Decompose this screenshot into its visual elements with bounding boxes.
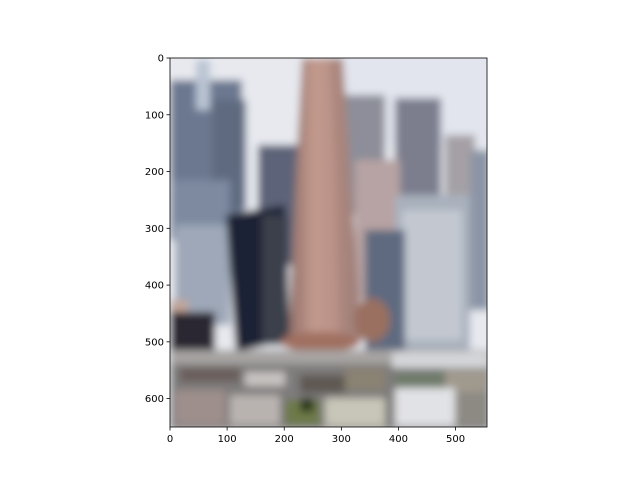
- photo-image: [170, 58, 487, 427]
- y-tick-label: 500: [145, 337, 164, 348]
- x-tick-label: 400: [389, 434, 408, 445]
- x-tick-label: 300: [332, 434, 351, 445]
- y-tick-label: 200: [145, 167, 164, 178]
- x-axis-ticks: 0 100 200 300 400 500: [167, 427, 465, 445]
- x-tick-label: 0: [167, 434, 173, 445]
- y-tick-label: 0: [158, 54, 164, 65]
- y-tick-label: 600: [145, 394, 164, 405]
- x-tick-label: 500: [446, 434, 465, 445]
- x-tick-label: 100: [218, 434, 237, 445]
- y-tick-label: 300: [145, 224, 164, 235]
- y-tick-label: 100: [145, 110, 164, 121]
- y-tick-label: 400: [145, 281, 164, 292]
- axes-frame: [169, 57, 488, 428]
- x-tick-label: 200: [275, 434, 294, 445]
- y-axis-ticks: 0 100 200 300 400 500 600: [145, 54, 170, 405]
